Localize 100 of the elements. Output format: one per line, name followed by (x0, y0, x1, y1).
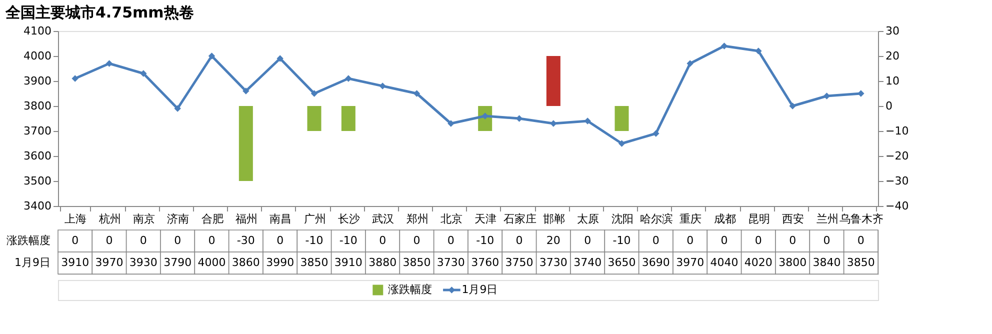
x-tick-label: 广州 (304, 212, 326, 226)
y2-tick-label: −20 (886, 150, 909, 162)
y-tick-label: 3600 (24, 150, 52, 162)
y-tick-label: 4000 (24, 50, 52, 62)
y-tick-label: 3500 (24, 174, 52, 188)
data-label: 4000 (198, 256, 226, 269)
data-label: 3730 (436, 256, 465, 269)
y2-tick-label: 20 (886, 50, 900, 62)
data-label: 3730 (539, 256, 568, 269)
y2-tick-label: 30 (886, 24, 900, 38)
legend-label: 涨跌幅度 (388, 283, 432, 296)
data-label: 3850 (402, 256, 431, 269)
data-label: 3690 (642, 256, 670, 269)
data-label: 3860 (232, 256, 260, 269)
x-tick-label: 合肥 (201, 212, 224, 226)
data-label: 0 (106, 234, 113, 247)
data-label: 0 (447, 234, 454, 247)
y-tick-label: 4100 (24, 24, 52, 38)
y-tick-label: 3700 (24, 124, 52, 138)
data-label: 0 (720, 234, 728, 247)
data-label: 0 (754, 234, 762, 247)
x-tick-label: 武汉 (372, 212, 394, 226)
x-tick-label: 太原 (577, 212, 600, 226)
y2-tick-label: 10 (886, 74, 900, 88)
x-tick-label: 邯郸 (542, 212, 565, 226)
data-label: 0 (379, 234, 386, 247)
data-label: 3840 (812, 256, 841, 269)
data-label: -10 (476, 234, 494, 247)
data-label: 0 (208, 234, 216, 247)
point (755, 48, 762, 54)
x-tick-label: 北京 (440, 212, 462, 226)
point (413, 90, 420, 97)
data-label: 3790 (164, 256, 192, 269)
y2-tick-label: 0 (886, 100, 892, 112)
y-tick-label: 3400 (24, 200, 52, 212)
x-tick-label: 南昌 (270, 212, 292, 226)
data-label: 3910 (61, 256, 90, 269)
point (140, 70, 147, 77)
point (379, 82, 386, 90)
point (174, 105, 181, 112)
y2-tick-label: −40 (886, 200, 909, 212)
data-label: 3970 (95, 256, 124, 269)
data-label: 0 (516, 234, 523, 247)
data-label: 3990 (266, 256, 294, 269)
point (858, 90, 864, 97)
data-label: 4020 (744, 256, 772, 269)
point (106, 60, 113, 67)
point (208, 52, 216, 60)
data-label: 0 (584, 234, 592, 247)
point (618, 140, 626, 147)
data-label: 3760 (471, 256, 500, 269)
point (516, 115, 523, 122)
data-label: 3850 (300, 256, 328, 269)
data-label: -10 (339, 234, 358, 247)
data-label: 0 (686, 234, 694, 247)
data-label: 0 (857, 234, 864, 247)
data-label: 0 (72, 234, 79, 247)
data-label: 0 (276, 234, 284, 247)
point (242, 88, 250, 94)
x-tick-label: 上海 (64, 212, 87, 226)
x-tick-label: 西安 (782, 212, 804, 226)
point (72, 75, 78, 82)
legend-label: 1月9日 (462, 283, 498, 296)
point (345, 75, 352, 82)
x-tick-label: 福州 (235, 212, 258, 226)
data-label: 0 (140, 234, 147, 247)
x-tick-label: 哈尔滨 (640, 212, 673, 226)
data-label: 4040 (710, 256, 738, 269)
point (448, 120, 454, 127)
point (652, 130, 660, 137)
data-label: 3880 (368, 256, 397, 269)
chart-title: 全国主要城市4.75mm热卷 (4, 4, 194, 22)
x-tick-label: 杭州 (98, 212, 121, 226)
x-tick-label: 石家庄 (503, 212, 536, 226)
point (686, 60, 694, 67)
data-label: 0 (823, 234, 830, 247)
point (310, 90, 318, 97)
x-tick-label: 成都 (714, 212, 736, 226)
data-label: 3800 (778, 256, 807, 269)
point (550, 120, 557, 127)
y-tick-label: 3900 (24, 74, 52, 88)
data-label: 3910 (334, 256, 362, 269)
x-tick-label: 沈阳 (611, 212, 634, 226)
data-label: -10 (612, 234, 631, 247)
point (584, 118, 591, 124)
text: 涨跌幅度 (6, 234, 50, 247)
data-label: -30 (236, 234, 255, 247)
text: 1月9日 (14, 256, 50, 269)
data-label: 3850 (846, 256, 875, 269)
data-label: 0 (789, 234, 796, 247)
x-tick-label: 郑州 (406, 212, 428, 226)
x-tick-label: 南京 (132, 212, 155, 226)
x-tick-label: 天津 (474, 212, 497, 226)
x-tick-label: 重庆 (680, 212, 702, 226)
data-label: 3650 (608, 256, 636, 269)
x-tick-label: 兰州 (816, 212, 838, 226)
data-label: 3750 (505, 256, 534, 269)
point (276, 55, 284, 62)
y2-tick-label: −30 (886, 174, 909, 188)
x-tick-label: 长沙 (338, 212, 360, 226)
